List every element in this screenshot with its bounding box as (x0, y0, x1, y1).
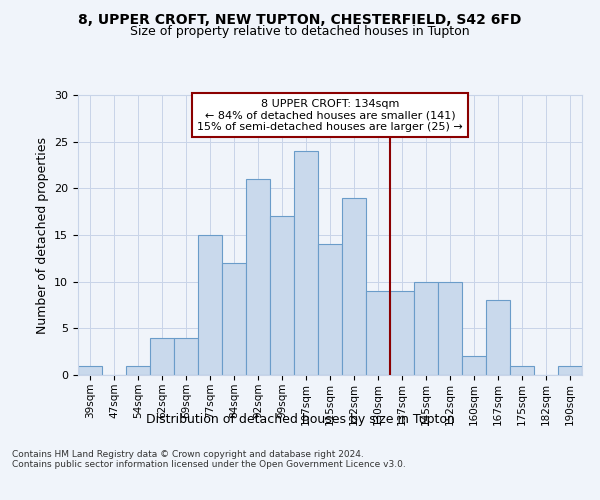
Bar (486, 300, 510, 375)
Bar (78, 366, 102, 375)
Text: Distribution of detached houses by size in Tupton: Distribution of detached houses by size … (146, 412, 454, 426)
Bar (222, 263, 246, 375)
Bar (414, 282, 438, 375)
Bar (462, 356, 486, 375)
Bar (174, 338, 198, 375)
Text: Contains HM Land Registry data © Crown copyright and database right 2024.
Contai: Contains HM Land Registry data © Crown c… (12, 450, 406, 469)
Bar (510, 366, 534, 375)
Bar (558, 366, 582, 375)
Bar (198, 235, 222, 375)
Bar (438, 282, 462, 375)
Bar (318, 244, 342, 375)
Bar (270, 216, 294, 375)
Bar (126, 366, 150, 375)
Text: 8, UPPER CROFT, NEW TUPTON, CHESTERFIELD, S42 6FD: 8, UPPER CROFT, NEW TUPTON, CHESTERFIELD… (79, 12, 521, 26)
Bar (294, 151, 318, 375)
Bar (390, 291, 414, 375)
Y-axis label: Number of detached properties: Number of detached properties (35, 136, 49, 334)
Bar (150, 338, 174, 375)
Bar (246, 179, 270, 375)
Bar (342, 198, 366, 375)
Text: Size of property relative to detached houses in Tupton: Size of property relative to detached ho… (130, 25, 470, 38)
Bar (366, 291, 390, 375)
Text: 8 UPPER CROFT: 134sqm
← 84% of detached houses are smaller (141)
15% of semi-det: 8 UPPER CROFT: 134sqm ← 84% of detached … (197, 98, 463, 132)
